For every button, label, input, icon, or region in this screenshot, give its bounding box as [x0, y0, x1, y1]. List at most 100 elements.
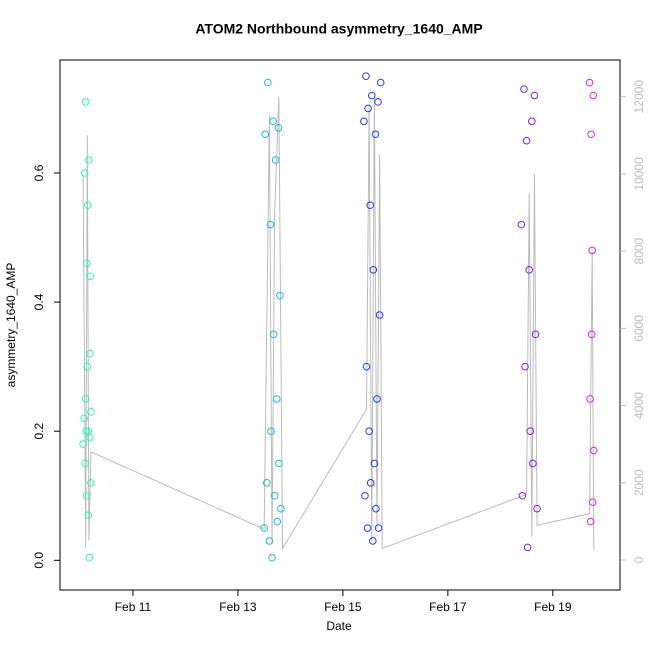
- point: [375, 311, 384, 319]
- x-tick-label: Feb 13: [219, 600, 257, 614]
- point: [80, 414, 88, 423]
- point: [262, 479, 271, 487]
- point: [267, 427, 275, 435]
- point: [376, 78, 385, 87]
- point: [360, 117, 368, 126]
- point: [374, 98, 382, 106]
- point: [585, 78, 594, 87]
- point: [266, 220, 275, 229]
- point: [528, 117, 536, 126]
- point: [265, 537, 274, 545]
- point: [83, 362, 92, 371]
- point: [366, 479, 375, 487]
- y2-tick-label: 0: [632, 556, 646, 563]
- point: [87, 408, 95, 416]
- y2-tick-label: 10000: [632, 157, 646, 191]
- y2-tick-label: 2000: [632, 469, 646, 496]
- point: [369, 266, 378, 274]
- point: [363, 524, 372, 532]
- point: [85, 156, 93, 164]
- point: [587, 130, 595, 139]
- point: [260, 524, 268, 532]
- point: [275, 459, 283, 468]
- point: [529, 459, 537, 468]
- point: [80, 169, 89, 177]
- point: [84, 511, 93, 519]
- point: [271, 156, 280, 164]
- point: [268, 553, 276, 562]
- point: [517, 220, 526, 229]
- point: [586, 517, 595, 526]
- y-tick-label: 0.6: [32, 164, 46, 181]
- x-tick-label: Feb 17: [429, 600, 467, 614]
- point: [79, 440, 87, 448]
- point: [81, 459, 89, 468]
- y2-tick-label: 4000: [632, 392, 646, 419]
- chart-title: ATOM2 Northbound asymmetry_1640_AMP: [195, 21, 482, 37]
- point: [369, 537, 377, 545]
- point: [589, 91, 598, 100]
- point: [371, 130, 380, 139]
- point: [362, 362, 371, 371]
- point: [522, 136, 531, 145]
- x-tick-label: Feb 15: [324, 600, 362, 614]
- y2-tick-label: 6000: [632, 315, 646, 342]
- point: [82, 427, 91, 435]
- y-tick-label: 0.2: [32, 423, 46, 440]
- point: [531, 330, 540, 339]
- point: [264, 78, 272, 87]
- point: [587, 330, 596, 339]
- point: [87, 479, 95, 487]
- point: [86, 433, 94, 442]
- y-tick-label: 0.4: [32, 293, 46, 310]
- point: [86, 349, 94, 358]
- point: [81, 395, 90, 403]
- point: [361, 491, 369, 500]
- point: [272, 395, 281, 403]
- point: [274, 123, 283, 132]
- point: [270, 491, 279, 500]
- point: [530, 91, 539, 100]
- point: [526, 427, 535, 435]
- y-tick-label: 0.0: [32, 552, 46, 569]
- point: [588, 498, 597, 507]
- point: [370, 459, 379, 468]
- point: [364, 104, 372, 113]
- point: [588, 246, 596, 255]
- point: [589, 446, 598, 455]
- point: [82, 491, 91, 500]
- point: [366, 201, 374, 210]
- point: [84, 201, 92, 210]
- point: [277, 504, 285, 513]
- point: [261, 130, 270, 139]
- point: [525, 266, 534, 274]
- point: [276, 291, 284, 300]
- point: [362, 72, 370, 80]
- point: [85, 553, 94, 562]
- x-tick-label: Feb 19: [534, 600, 572, 614]
- point: [586, 395, 594, 403]
- point: [269, 117, 277, 126]
- point: [365, 427, 373, 435]
- point: [533, 504, 541, 513]
- point: [518, 491, 527, 500]
- point: [86, 272, 95, 281]
- point: [81, 98, 90, 106]
- plot-frame: [59, 59, 621, 591]
- point: [521, 362, 529, 371]
- point: [523, 543, 532, 552]
- x-tick-label: Feb 11: [115, 600, 152, 614]
- point: [373, 395, 381, 403]
- point: [367, 91, 376, 100]
- point: [273, 517, 282, 526]
- point: [269, 330, 278, 339]
- line: [82, 96, 595, 551]
- point: [82, 259, 91, 268]
- x-axis-label: Date: [326, 619, 352, 633]
- point: [374, 524, 383, 532]
- point: [372, 504, 380, 513]
- y2-tick-label: 8000: [632, 237, 646, 264]
- y-axis-label: asymmetry_1640_AMP: [4, 263, 18, 388]
- y2-tick-label: 12000: [632, 80, 646, 114]
